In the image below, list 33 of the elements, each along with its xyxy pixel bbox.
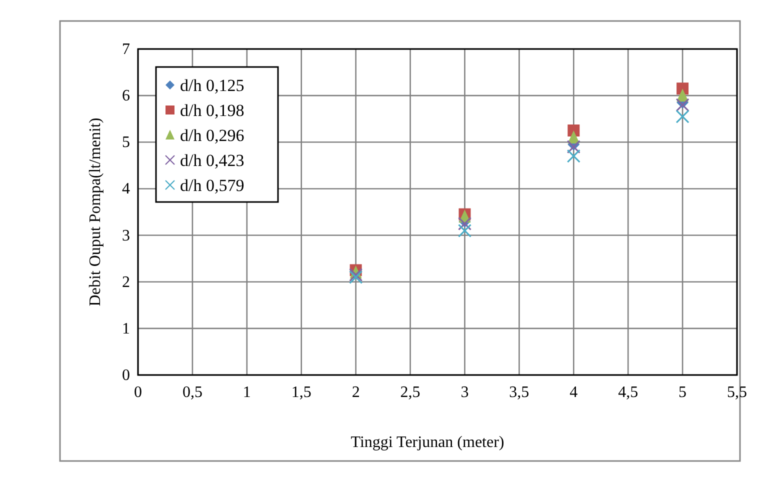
y-tick-label: 0 — [122, 367, 130, 384]
point — [566, 140, 580, 154]
x-tick-label: 3 — [460, 384, 469, 401]
x-tick-label: 5 — [678, 384, 687, 401]
point — [458, 224, 472, 238]
x-tick-label: 0,5 — [182, 384, 202, 401]
y-tick-label: 6 — [122, 88, 130, 105]
point — [458, 216, 472, 230]
x-tick-label: 2,5 — [400, 384, 420, 401]
x-tick-label: 2 — [352, 384, 360, 401]
point — [676, 98, 690, 112]
legend-label: d/h 0,579 — [180, 176, 244, 195]
y-axis-title: Debit Ouput Pompa(lt/menit) — [87, 118, 104, 306]
legend-label: d/h 0,296 — [180, 126, 244, 145]
x-tick-label: 4,5 — [618, 384, 638, 401]
y-tick-label: 4 — [122, 180, 130, 198]
legend-label: d/h 0,423 — [180, 151, 244, 170]
x-tick-label: 1,5 — [291, 384, 312, 401]
x-tick-label: 3,5 — [509, 384, 530, 401]
point — [566, 149, 580, 163]
x-tick-label: 4 — [570, 384, 578, 401]
x-axis-title: Tinggi Terjunan (meter) — [350, 434, 504, 451]
point — [676, 110, 690, 124]
y-tick-label: 5 — [122, 134, 130, 152]
legend-label: d/h 0,198 — [180, 101, 244, 120]
y-tick-label: 7 — [122, 41, 130, 58]
x-tick-label: 0 — [134, 384, 142, 401]
y-tick-label: 3 — [122, 227, 130, 244]
y-tick-label: 2 — [122, 274, 130, 291]
y-tick-label: 1 — [122, 320, 130, 338]
x-tick-label: 1 — [242, 384, 251, 401]
legend-label: d/h 0,125 — [180, 76, 244, 95]
x-tick-label: 5,5 — [727, 384, 747, 401]
